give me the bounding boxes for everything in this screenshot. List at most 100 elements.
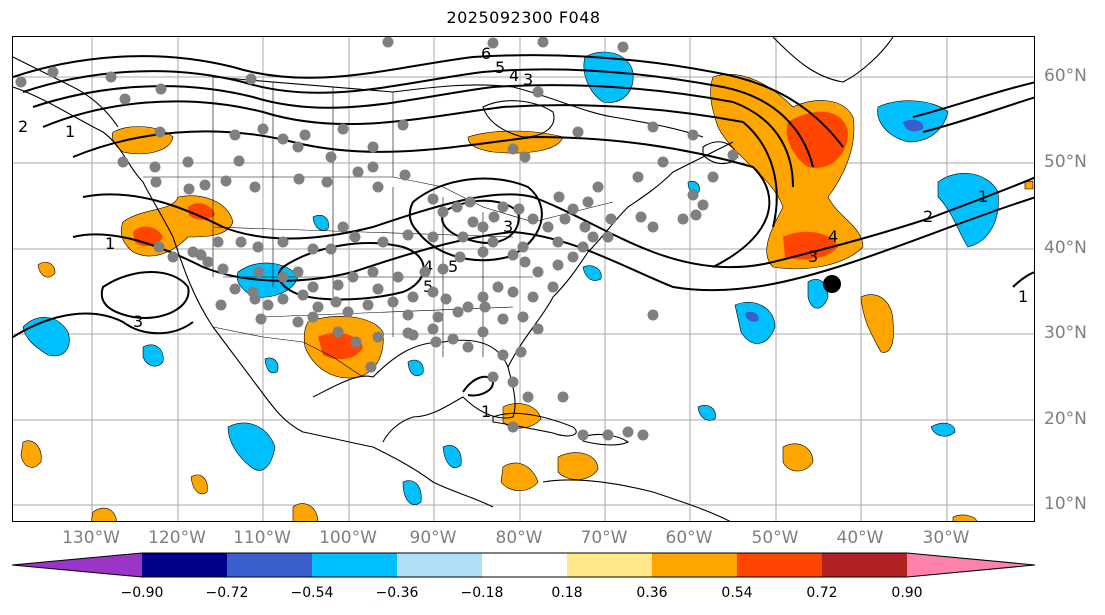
station-dot: [430, 336, 442, 348]
station-dot: [217, 263, 229, 275]
station-dot: [617, 41, 629, 53]
station-dot: [245, 73, 257, 85]
station-dot: [182, 156, 194, 168]
station-dot: [497, 349, 509, 361]
longitude-label: 130°W: [62, 528, 120, 548]
station-dot: [637, 429, 649, 441]
station-dot: [235, 236, 247, 248]
contour-line: [100, 271, 190, 319]
colorbar-segment: [482, 553, 567, 577]
positive-anomaly-region: [292, 503, 319, 521]
station-dot: [487, 37, 499, 49]
station-dot: [605, 213, 617, 225]
us-state-borders: [212, 177, 533, 357]
negative-anomaly-region: [312, 215, 329, 231]
station-markers: [15, 37, 739, 441]
contour-line: [912, 81, 1034, 118]
negative-anomaly-core: [745, 311, 759, 322]
station-dot: [249, 181, 261, 193]
station-dot: [532, 86, 544, 98]
latitude-label: 30°N: [1044, 323, 1087, 343]
colorbar-tick-label: 0.36: [636, 585, 668, 601]
station-dot: [690, 209, 702, 221]
contour-label: 6: [481, 44, 491, 63]
positive-anomaly-region: [557, 452, 599, 480]
contour-label: 3: [133, 312, 143, 331]
longitude-label: 80°W: [495, 528, 543, 548]
station-dot: [592, 181, 604, 193]
station-dot: [212, 236, 224, 248]
station-dot: [452, 306, 464, 318]
longitude-label: 40°W: [836, 528, 884, 548]
colorbar-tick-label: −0.18: [460, 585, 504, 601]
contour-line: [82, 176, 1034, 269]
station-dot: [402, 229, 414, 241]
station-dot: [559, 213, 571, 225]
contour-line: [1012, 271, 1034, 288]
station-dot: [332, 279, 344, 291]
station-dot: [367, 141, 379, 153]
station-dot: [552, 259, 564, 271]
station-dot: [464, 196, 476, 208]
contour-label: 3: [523, 70, 533, 89]
station-dot: [577, 429, 589, 441]
colorbar-tick-label: −0.54: [290, 585, 334, 601]
contour-label: 1: [105, 234, 115, 253]
station-dot: [292, 141, 304, 153]
contour-line: [277, 242, 425, 301]
latitude-label: 60°N: [1044, 66, 1087, 86]
station-dot: [552, 236, 564, 248]
station-dot: [454, 251, 466, 263]
station-dot: [277, 236, 289, 248]
station-dot: [677, 213, 689, 225]
station-dot: [119, 93, 131, 105]
contour-label: 2: [923, 207, 933, 226]
station-dot: [277, 293, 289, 305]
station-dot: [602, 429, 614, 441]
station-dot: [255, 313, 267, 325]
negative-anomaly-region: [264, 357, 279, 374]
station-dot: [277, 271, 289, 283]
positive-anomaly-region: [782, 443, 814, 472]
station-dot: [507, 143, 519, 155]
negative-anomaly-region: [22, 317, 70, 357]
colorbar-tick-label: −0.36: [375, 585, 419, 601]
contour-line: [13, 54, 844, 148]
contour-label: 4: [828, 227, 838, 246]
station-dot: [477, 246, 489, 258]
station-dot: [527, 213, 539, 225]
station-dot: [277, 133, 289, 145]
negative-anomaly-region: [582, 265, 602, 281]
negative-anomaly-region: [227, 422, 276, 471]
station-dot: [707, 171, 719, 183]
station-dot: [402, 309, 414, 321]
longitude-label: 30°W: [922, 528, 970, 548]
contour-label: 1: [1018, 287, 1028, 306]
station-dot: [397, 119, 409, 131]
colorbar-segment: [822, 553, 907, 577]
colorbar-tick-label: 0.72: [806, 585, 838, 601]
positive-anomaly-region: [860, 294, 894, 353]
negative-anomaly-region: [807, 278, 829, 309]
station-dot: [253, 266, 265, 278]
station-dot: [432, 311, 444, 323]
positive-anomaly-region: [952, 514, 978, 521]
longitude-label: 60°W: [665, 528, 713, 548]
station-dot: [167, 251, 179, 263]
contour-line: [72, 196, 1034, 292]
anomaly-fills: [20, 51, 1034, 521]
station-dot: [507, 421, 519, 433]
station-dot: [437, 263, 449, 275]
contour-label: 1: [978, 187, 988, 206]
colorbar-tick-label: 0.54: [721, 585, 753, 601]
station-dot: [215, 299, 227, 311]
station-dot: [427, 193, 439, 205]
station-dot: [150, 176, 162, 188]
station-dot: [635, 211, 647, 223]
station-dot: [362, 299, 374, 311]
longitude-label: 70°W: [580, 528, 628, 548]
station-dot: [517, 311, 529, 323]
station-dot: [153, 241, 165, 253]
